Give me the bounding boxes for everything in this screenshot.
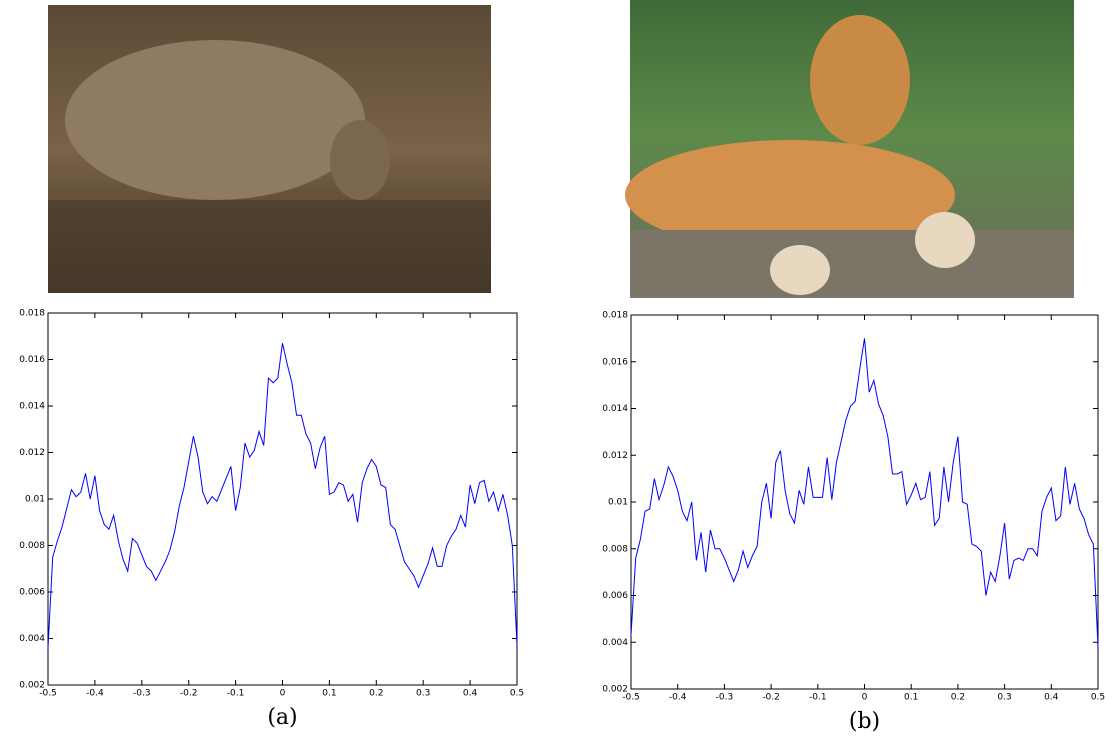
y-tick-label: 0.006 bbox=[19, 588, 45, 598]
y-tick-label: 0.006 bbox=[602, 591, 628, 601]
x-tick-label: 0 bbox=[862, 693, 868, 703]
y-tick-label: 0.012 bbox=[19, 448, 45, 458]
x-tick-label: -0.4 bbox=[669, 693, 687, 703]
x-tick-label: 0.2 bbox=[951, 693, 965, 703]
caption: (a) bbox=[267, 705, 297, 730]
x-tick-label: 0.2 bbox=[369, 689, 383, 699]
page: {"chart_data": [ {"type": "line", "capti… bbox=[0, 0, 1112, 740]
y-tick-label: 0.018 bbox=[19, 309, 45, 319]
plot-area bbox=[48, 313, 517, 685]
x-tick-label: 0.5 bbox=[1091, 693, 1105, 703]
x-tick-label: -0.4 bbox=[86, 689, 104, 699]
x-tick-label: -0.5 bbox=[39, 689, 57, 699]
x-tick-label: 0.3 bbox=[416, 689, 430, 699]
y-tick-label: 0.012 bbox=[602, 451, 628, 461]
y-tick-label: 0.01 bbox=[608, 498, 628, 508]
y-tick-label: 0.018 bbox=[602, 311, 628, 321]
photo-tiger bbox=[625, 0, 1074, 298]
x-tick-label: 0.1 bbox=[322, 689, 336, 699]
x-tick-label: -0.3 bbox=[716, 693, 734, 703]
y-tick-label: 0.008 bbox=[602, 544, 628, 554]
x-tick-label: 0.5 bbox=[510, 689, 524, 699]
y-tick-label: 0.004 bbox=[602, 638, 628, 648]
caption: (b) bbox=[849, 709, 880, 734]
y-tick-label: 0.004 bbox=[19, 634, 45, 644]
x-tick-label: -0.2 bbox=[762, 693, 780, 703]
y-tick-label: 0.01 bbox=[25, 495, 45, 505]
x-tick-label: -0.3 bbox=[133, 689, 151, 699]
x-tick-label: -0.1 bbox=[809, 693, 827, 703]
x-tick-label: 0.4 bbox=[463, 689, 478, 699]
x-tick-label: -0.2 bbox=[180, 689, 198, 699]
y-tick-label: 0.008 bbox=[19, 541, 45, 551]
y-tick-label: 0.014 bbox=[602, 404, 628, 414]
plot-area bbox=[631, 315, 1098, 689]
photo-armadillo bbox=[48, 5, 491, 293]
figure: 0.0020.0040.0060.0080.010.0120.0140.0160… bbox=[0, 0, 1112, 740]
y-tick-label: 0.016 bbox=[602, 357, 628, 367]
x-tick-label: -0.5 bbox=[622, 693, 640, 703]
x-tick-label: 0.4 bbox=[1044, 693, 1059, 703]
x-tick-label: -0.1 bbox=[227, 689, 245, 699]
x-tick-label: 0.1 bbox=[904, 693, 918, 703]
y-tick-label: 0.016 bbox=[19, 355, 45, 365]
y-tick-label: 0.014 bbox=[19, 402, 45, 412]
x-tick-label: 0 bbox=[280, 689, 286, 699]
x-tick-label: 0.3 bbox=[997, 693, 1011, 703]
